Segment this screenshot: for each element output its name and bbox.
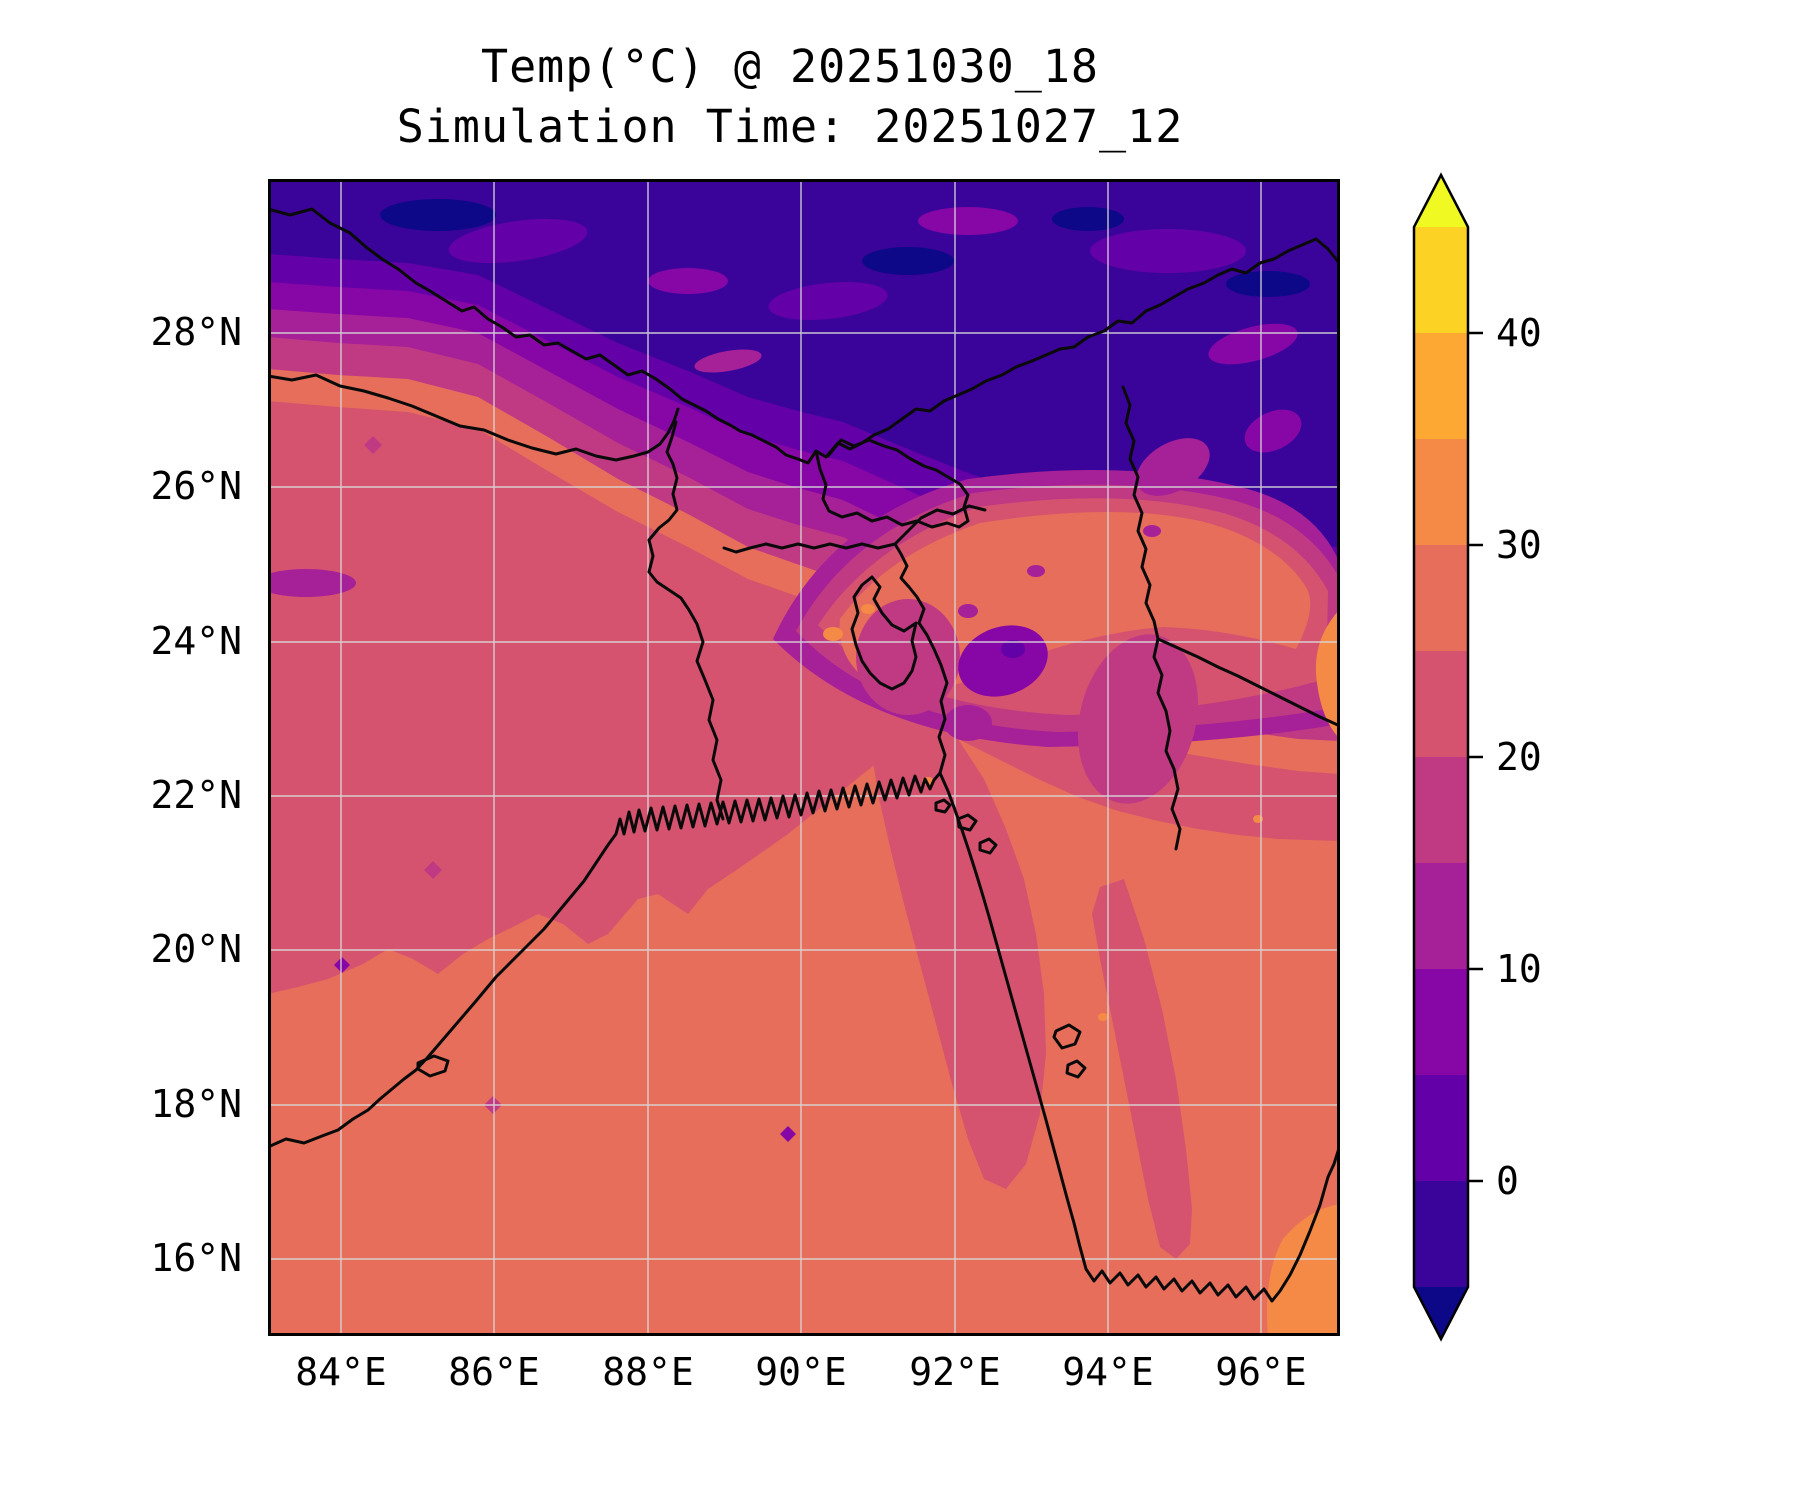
- island: [1065, 1059, 1087, 1079]
- field-below-m5: [1052, 207, 1124, 231]
- hill-patch: [856, 599, 960, 715]
- cold-texture: [918, 207, 1018, 235]
- bhutan-border: [814, 438, 970, 529]
- coastline: [268, 771, 1340, 1303]
- coastlines-borders: [268, 207, 1340, 1303]
- field-below-m5: [862, 247, 954, 275]
- cold-texture: [1090, 229, 1246, 273]
- plot-title: Temp(°C) @ 20251030_18: [480, 40, 1100, 93]
- y-tick-label: 16°N: [150, 1236, 242, 1281]
- colorbar-outline: [1412, 172, 1470, 1342]
- hill-patch: [1001, 640, 1025, 658]
- colorbar-seg-25-30: [1414, 545, 1468, 651]
- valley-speck: [1027, 565, 1045, 577]
- hill-patch: [1136, 438, 1210, 496]
- island: [978, 837, 998, 855]
- colorbar-tick-label: 0: [1496, 1159, 1519, 1203]
- colorbar-seg-m5-0: [1414, 1181, 1468, 1287]
- colorbar-seg-40-45: [1414, 227, 1468, 333]
- map-frame: [268, 179, 1340, 1336]
- plain-speck: [334, 957, 350, 973]
- himalaya-border: [268, 207, 1340, 465]
- nepal-south-border: [268, 373, 680, 462]
- x-tick-label: 94°E: [1062, 1350, 1154, 1394]
- field-below-m5: [1226, 271, 1310, 297]
- colorbar-tick-label: 40: [1496, 311, 1542, 355]
- colorbar-seg-5-10: [1414, 969, 1468, 1075]
- colorbar-tick-label: 20: [1496, 735, 1542, 779]
- x-tick-label: 92°E: [909, 1350, 1001, 1394]
- colorbar-seg-30-35: [1414, 439, 1468, 545]
- x-tick-label: 84°E: [295, 1350, 387, 1394]
- colorbar-seg-20-25: [1414, 651, 1468, 757]
- colorbar-tick-label: 30: [1496, 523, 1542, 567]
- field-20-25-ridge: [1092, 879, 1192, 1259]
- cold-texture: [1208, 323, 1298, 365]
- bd-west-border: [647, 420, 725, 821]
- y-tick-label: 24°N: [150, 619, 242, 664]
- chilika-lagoon: [416, 1054, 450, 1078]
- x-tick-label: 90°E: [755, 1350, 847, 1394]
- warm-speck: [823, 627, 843, 641]
- cold-texture: [448, 218, 588, 264]
- plain-speck: [424, 861, 442, 879]
- plain-speck: [364, 436, 382, 454]
- colorbar-extend-min: [1414, 1287, 1468, 1339]
- y-tick-label: 28°N: [150, 310, 242, 355]
- field-30-35-corner: [1267, 1204, 1340, 1336]
- hill-patch: [944, 705, 992, 741]
- tripura-border: [850, 575, 918, 691]
- island: [934, 798, 952, 814]
- plot-subtitle: Simulation Time: 20251027_12: [396, 100, 1184, 153]
- x-tick-label: 88°E: [602, 1350, 694, 1394]
- cold-texture: [768, 282, 888, 320]
- y-tick-label: 26°N: [150, 464, 242, 509]
- island: [1052, 1023, 1082, 1050]
- plain-speck: [268, 569, 356, 597]
- cold-texture: [648, 268, 728, 294]
- valley-speck: [958, 604, 978, 618]
- y-tick-label: 20°N: [150, 927, 242, 972]
- x-tick-label: 96°E: [1215, 1350, 1307, 1394]
- colorbar-extend-max: [1414, 175, 1468, 227]
- warm-speck: [861, 604, 875, 614]
- field-m5-0: [268, 179, 1340, 547]
- colorbar-tick-label: 10: [1496, 947, 1542, 991]
- graticule: [268, 179, 1340, 1336]
- chin-border: [1156, 637, 1340, 728]
- field-20-25: [268, 401, 1340, 994]
- field-below-m5: [380, 199, 496, 231]
- sylhet-border: [893, 504, 987, 546]
- colorbar-seg-35-40: [1414, 333, 1468, 439]
- x-tick-label: 86°E: [448, 1350, 540, 1394]
- cold-texture: [694, 349, 762, 373]
- y-tick-label: 22°N: [150, 773, 242, 818]
- india-myanmar-border: [1121, 385, 1182, 851]
- warm-speck: [1098, 1013, 1108, 1021]
- temperature-contour-map: [268, 179, 1340, 1336]
- colorbar-seg-0-5: [1414, 1075, 1468, 1181]
- plain-speck: [780, 1126, 796, 1142]
- colorbar-seg-10-15: [1414, 863, 1468, 969]
- field-20-25-arakan: [872, 719, 1046, 1189]
- hill-patch: [1244, 409, 1302, 453]
- colorbar-ticks: [1468, 331, 1483, 1183]
- bd-east-border: [722, 542, 949, 775]
- hill-patch: [958, 625, 1048, 697]
- colorbar-seg-15-20: [1414, 757, 1468, 863]
- valley-speck: [1143, 525, 1161, 537]
- island: [956, 813, 978, 832]
- y-tick-label: 18°N: [150, 1082, 242, 1127]
- colorbar: [1412, 172, 1483, 1342]
